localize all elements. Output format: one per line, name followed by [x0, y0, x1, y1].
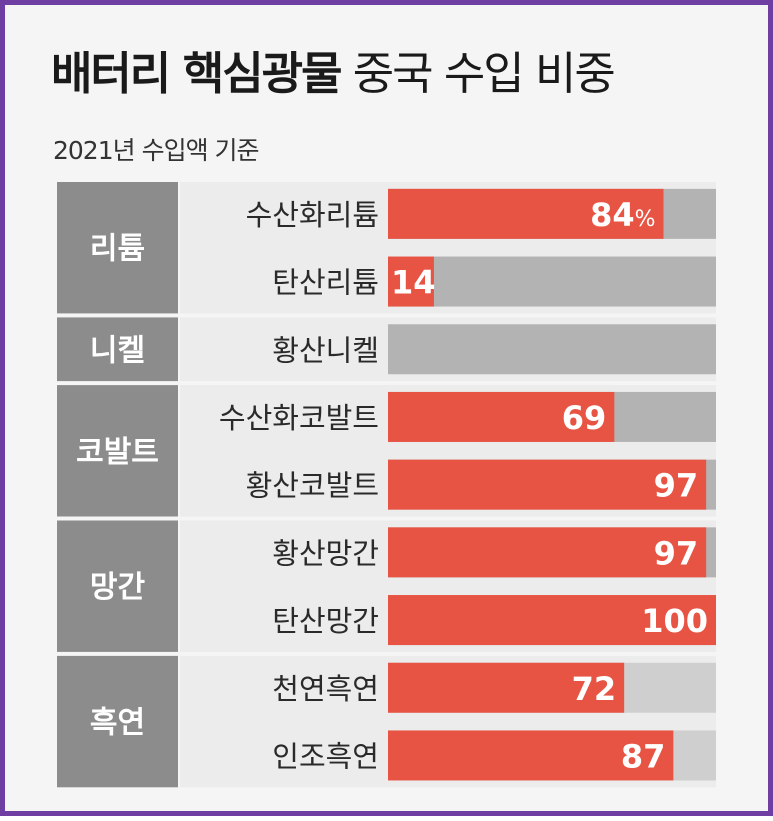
chart-title: 배터리 핵심광물 중국 수입 비중: [51, 51, 616, 96]
category-label: 탄산망간: [272, 604, 379, 638]
value-bar: [388, 459, 707, 510]
bar-track: [388, 256, 716, 307]
value-bar: [388, 527, 707, 578]
value-bar: [388, 730, 674, 781]
category-label: 수산화리튬: [246, 198, 379, 232]
category-label: 황산코발트: [246, 469, 379, 503]
group-label-box: [57, 655, 178, 788]
chart-title-bold: 배터리 핵심광물: [51, 47, 342, 100]
data-label: 69: [562, 399, 607, 437]
chart-subtitle: 2021년 수입액 기준: [53, 136, 260, 165]
group-label-box: [57, 317, 178, 382]
category-label: 황산니켈: [272, 333, 379, 367]
group-label: 망간: [90, 570, 146, 605]
data-label: 87: [621, 737, 666, 775]
value-bar: [388, 662, 625, 713]
data-label: 97: [654, 534, 699, 572]
group-label-box: [57, 182, 178, 314]
value-bar: [388, 256, 434, 307]
category-label: 수산화코발트: [219, 401, 379, 435]
group-label: 코발트: [76, 435, 159, 470]
chart-title-normal: 중국 수입 비중: [352, 47, 616, 100]
category-label: 탄산리튬: [272, 266, 379, 300]
group-label: 리튬: [90, 232, 145, 267]
group-label: 흑연: [90, 706, 145, 741]
category-label: 인조흑연: [272, 739, 379, 773]
value-bar: [388, 391, 615, 442]
bar-track: [388, 324, 716, 375]
group-label-box: [57, 520, 178, 652]
value-bar: [388, 188, 664, 239]
data-label: 97: [654, 467, 699, 505]
group-label-box: [57, 385, 178, 517]
data-label-unit: %: [635, 207, 656, 232]
data-label: 100: [641, 602, 708, 640]
data-label: 14: [391, 264, 436, 302]
category-label: 천연흑연: [272, 672, 379, 706]
category-label: 황산망간: [272, 536, 379, 570]
group-label: 니켈: [90, 333, 145, 368]
value-bar: [388, 595, 716, 646]
data-label: 72: [572, 670, 617, 708]
